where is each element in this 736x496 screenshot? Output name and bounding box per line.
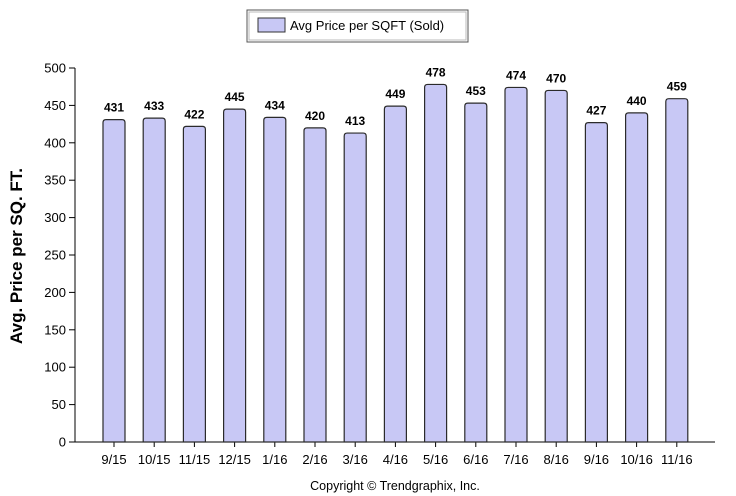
- bars: [102, 83, 689, 443]
- y-tick-label: 150: [44, 322, 66, 337]
- bar-2-16: [303, 127, 327, 443]
- y-tick-labels: 0 50 100 150 200 250 300 350 400 450 500: [44, 61, 66, 450]
- y-tick-label: 400: [44, 135, 66, 150]
- bar-12-15: [223, 108, 247, 443]
- data-label: 427: [586, 104, 606, 118]
- y-tick-label: 200: [44, 285, 66, 300]
- data-label: 453: [466, 84, 486, 98]
- y-tick-label: 300: [44, 210, 66, 225]
- y-axis: [69, 67, 76, 443]
- data-label: 459: [667, 80, 687, 94]
- legend-swatch: [257, 17, 286, 33]
- y-tick-label: 450: [44, 98, 66, 113]
- bar-8-16: [544, 89, 568, 443]
- data-label: 474: [506, 68, 526, 82]
- data-label: 449: [385, 87, 405, 101]
- x-tick-label: 8/16: [544, 452, 569, 467]
- bar-3-16: [343, 132, 367, 443]
- y-tick-label: 50: [52, 397, 66, 412]
- data-label: 413: [345, 114, 365, 128]
- x-tick-label: 2/16: [302, 452, 327, 467]
- x-tick-label: 11/16: [661, 452, 693, 467]
- y-axis-label: Avg. Price per SQ. FT.: [7, 168, 26, 344]
- y-tick-label: 350: [44, 173, 66, 188]
- bar-9-15: [102, 119, 126, 443]
- legend: Avg Price per SQFT (Sold): [246, 9, 469, 43]
- y-tick-label: 500: [44, 61, 66, 76]
- x-tick-label: 9/16: [584, 452, 609, 467]
- bar-9-16: [584, 122, 608, 443]
- data-label: 433: [144, 99, 164, 113]
- bar-5-16: [424, 83, 448, 443]
- bar-1-16: [263, 116, 287, 443]
- bar-11-16: [665, 98, 689, 443]
- x-tick-label: 1/16: [262, 452, 287, 467]
- x-tick-label: 6/16: [463, 452, 488, 467]
- x-tick-label: 12/15: [218, 452, 251, 467]
- x-tick-label: 10/15: [138, 452, 171, 467]
- data-label: 440: [627, 94, 647, 108]
- x-tick-label: 5/16: [423, 452, 448, 467]
- data-label: 445: [225, 90, 245, 104]
- y-tick-label: 0: [59, 435, 66, 450]
- data-label: 420: [305, 109, 325, 123]
- x-tick-label: 7/16: [503, 452, 528, 467]
- x-tick-labels: 9/15 10/15 11/15 12/15 1/16 2/16 3/16 4/16 5/16 6…: [101, 452, 692, 467]
- y-tick-label: 250: [44, 248, 66, 263]
- x-tick-label: 10/16: [620, 452, 653, 467]
- data-label: 431: [104, 101, 124, 115]
- x-tick-label: 11/15: [179, 452, 211, 467]
- x-tick-label: 4/16: [383, 452, 408, 467]
- x-tick-label: 3/16: [343, 452, 368, 467]
- copyright-footer: Copyright © Trendgraphix, Inc.: [310, 479, 480, 493]
- x-axis: [75, 441, 715, 447]
- legend-label: Avg Price per SQFT (Sold): [290, 18, 444, 33]
- y-tick-label: 100: [44, 360, 66, 375]
- bar-6-16: [464, 102, 488, 443]
- bar-10-15: [142, 117, 166, 443]
- bar-7-16: [504, 86, 528, 443]
- bar-10-16: [625, 112, 649, 443]
- data-label: 422: [184, 107, 204, 121]
- bar-4-16: [383, 105, 407, 443]
- data-labels: 431 433 422 445 434 420 413 449 478 453 474 470 427 4…: [104, 65, 687, 128]
- data-label: 434: [265, 98, 285, 112]
- legend-inner-border: [248, 11, 467, 41]
- bar-11-15: [182, 125, 206, 443]
- data-label: 478: [426, 65, 446, 79]
- x-tick-label: 9/15: [101, 452, 126, 467]
- data-label: 470: [546, 71, 566, 85]
